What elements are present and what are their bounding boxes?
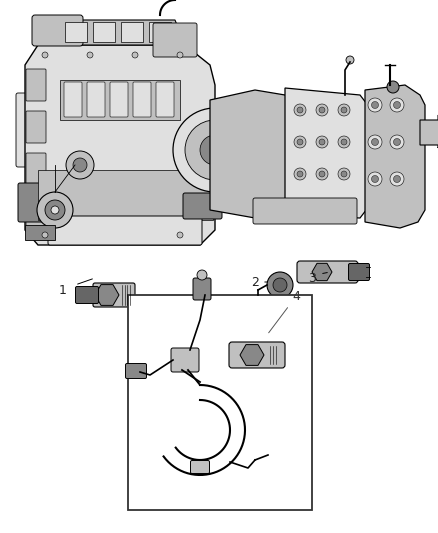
Circle shape [319, 139, 325, 145]
Circle shape [197, 270, 207, 280]
FancyBboxPatch shape [18, 183, 47, 222]
FancyBboxPatch shape [87, 82, 105, 117]
FancyBboxPatch shape [171, 348, 199, 372]
Circle shape [319, 171, 325, 177]
FancyBboxPatch shape [16, 93, 40, 167]
Circle shape [316, 136, 328, 148]
Bar [149, 22, 171, 42]
Circle shape [132, 52, 138, 58]
Text: 3: 3 [308, 271, 316, 285]
Circle shape [66, 151, 94, 179]
Circle shape [45, 200, 65, 220]
FancyBboxPatch shape [48, 216, 202, 245]
FancyBboxPatch shape [32, 15, 83, 46]
Polygon shape [285, 88, 370, 218]
FancyBboxPatch shape [26, 153, 46, 185]
Circle shape [371, 139, 378, 146]
FancyBboxPatch shape [229, 342, 285, 368]
Bar [60, 80, 180, 120]
Circle shape [368, 98, 382, 112]
FancyBboxPatch shape [26, 69, 46, 101]
Polygon shape [25, 45, 215, 245]
Circle shape [297, 171, 303, 177]
Circle shape [87, 52, 93, 58]
Circle shape [338, 104, 350, 116]
Circle shape [294, 136, 306, 148]
Polygon shape [420, 115, 438, 148]
Circle shape [316, 168, 328, 180]
Polygon shape [210, 90, 295, 218]
Bar [65, 22, 87, 42]
Circle shape [393, 175, 400, 182]
Circle shape [73, 158, 87, 172]
Circle shape [297, 107, 303, 113]
Circle shape [319, 107, 325, 113]
FancyBboxPatch shape [153, 23, 197, 57]
FancyBboxPatch shape [349, 263, 370, 280]
Circle shape [338, 136, 350, 148]
Bar [38, 170, 213, 220]
FancyBboxPatch shape [64, 82, 82, 117]
Circle shape [371, 101, 378, 109]
Circle shape [368, 172, 382, 186]
Circle shape [338, 168, 350, 180]
Text: 4: 4 [268, 290, 300, 333]
Circle shape [42, 52, 48, 58]
Text: 1: 1 [59, 284, 67, 296]
Circle shape [297, 139, 303, 145]
Circle shape [393, 139, 400, 146]
FancyBboxPatch shape [75, 287, 99, 303]
Polygon shape [365, 85, 425, 228]
FancyBboxPatch shape [297, 261, 358, 283]
Circle shape [177, 232, 183, 238]
Polygon shape [50, 20, 185, 45]
Circle shape [387, 81, 399, 93]
Circle shape [341, 171, 347, 177]
Circle shape [273, 278, 287, 292]
Circle shape [267, 272, 293, 298]
Circle shape [294, 168, 306, 180]
FancyBboxPatch shape [183, 193, 222, 219]
Circle shape [393, 101, 400, 109]
Circle shape [200, 135, 230, 165]
Circle shape [37, 192, 73, 228]
Circle shape [185, 120, 245, 180]
Circle shape [341, 139, 347, 145]
Circle shape [173, 108, 257, 192]
Circle shape [368, 135, 382, 149]
Text: 2: 2 [251, 276, 259, 288]
FancyBboxPatch shape [191, 461, 209, 473]
FancyBboxPatch shape [193, 278, 211, 300]
FancyBboxPatch shape [26, 111, 46, 143]
FancyBboxPatch shape [156, 82, 174, 117]
Circle shape [294, 104, 306, 116]
Circle shape [316, 104, 328, 116]
Circle shape [346, 56, 354, 64]
FancyBboxPatch shape [133, 82, 151, 117]
Circle shape [51, 206, 59, 214]
FancyBboxPatch shape [93, 283, 135, 307]
Circle shape [371, 175, 378, 182]
Bar [25, 225, 55, 240]
Circle shape [42, 232, 48, 238]
Circle shape [177, 52, 183, 58]
FancyBboxPatch shape [110, 82, 128, 117]
Bar [128, 295, 312, 510]
Circle shape [390, 135, 404, 149]
Bar [121, 22, 143, 42]
FancyBboxPatch shape [126, 364, 146, 378]
FancyBboxPatch shape [253, 198, 357, 224]
FancyBboxPatch shape [26, 195, 46, 227]
Circle shape [341, 107, 347, 113]
Bar [93, 22, 115, 42]
Circle shape [390, 98, 404, 112]
Circle shape [390, 172, 404, 186]
